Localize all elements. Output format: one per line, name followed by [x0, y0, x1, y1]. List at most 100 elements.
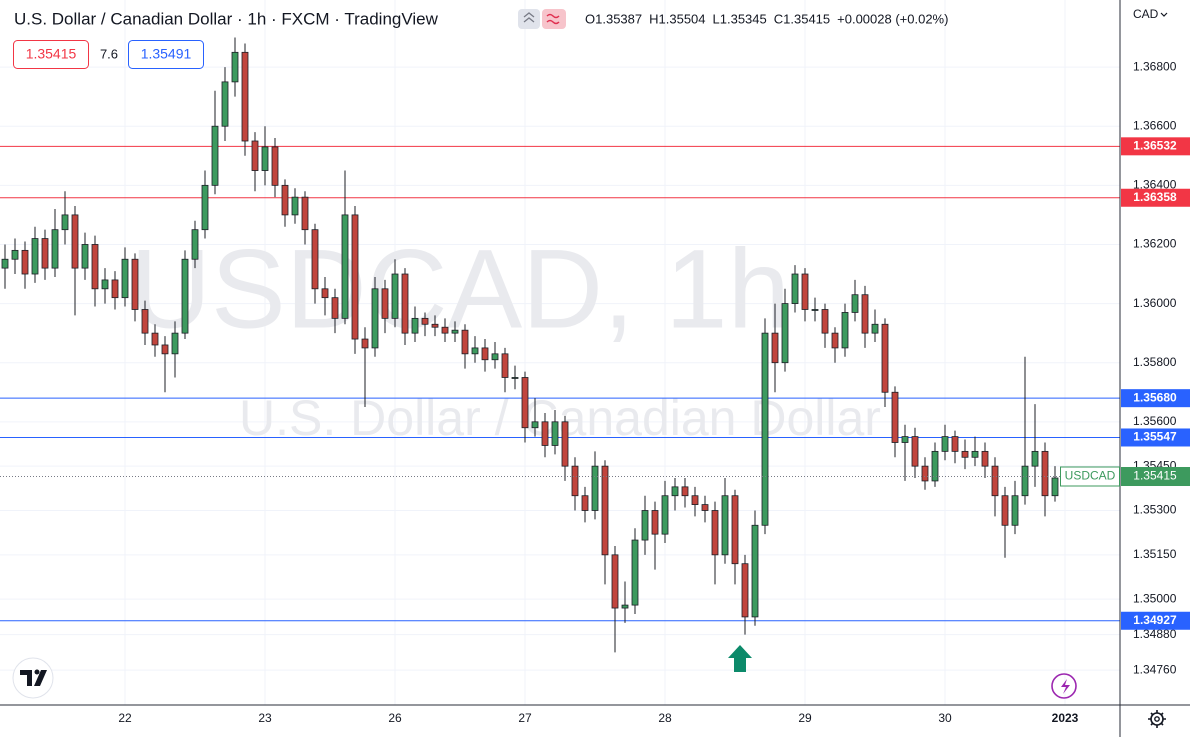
bid-price: 1.35415 [26, 46, 77, 62]
candle-body [641, 510, 649, 541]
candle-body [1, 258, 9, 269]
candle-body [491, 353, 499, 361]
candle-body [181, 258, 189, 334]
candle-body [651, 510, 659, 535]
candle-body [781, 303, 789, 364]
candle-body [951, 436, 959, 452]
candle-body [241, 51, 249, 142]
x-tick-label: 26 [388, 711, 402, 725]
candle-body [631, 539, 639, 606]
ohlc-key: O [585, 11, 595, 26]
logo-circle [12, 657, 54, 699]
candle-body [841, 312, 849, 349]
candle-body [801, 273, 809, 310]
candle-body [971, 450, 979, 458]
y-tick-label: 1.36400 [1133, 178, 1177, 192]
indicator-button[interactable] [542, 9, 566, 29]
candle-body [751, 524, 759, 618]
candle-body [171, 332, 179, 355]
levels-layer [0, 145, 1120, 622]
time-axis-background [0, 705, 1190, 737]
candle-body [671, 486, 679, 497]
candle-body [301, 196, 309, 231]
candle-body [191, 229, 199, 260]
candle-body [271, 146, 279, 186]
candle-body [441, 326, 449, 334]
candle-body [861, 294, 869, 334]
candle-body [881, 323, 889, 393]
candle-body [111, 279, 119, 299]
y-tick-label: 1.36000 [1133, 296, 1177, 310]
last-price-box [1121, 467, 1190, 487]
candle-body [611, 554, 619, 609]
candle-body [21, 249, 29, 275]
candle-body [941, 436, 949, 452]
candle-body [681, 486, 689, 497]
logo-dot [34, 669, 40, 675]
candle-body [161, 344, 169, 355]
collapse-button[interactable] [518, 9, 540, 29]
candle-body [211, 125, 219, 186]
candle-body [81, 244, 89, 269]
candle-body [51, 229, 59, 269]
candle-body [911, 436, 919, 467]
x-tick-label: 2023 [1052, 711, 1079, 725]
level-price-label: 1.36358 [1133, 190, 1177, 204]
currency-label[interactable]: CAD [1133, 7, 1159, 21]
candle-body [451, 329, 459, 334]
candle-body [871, 323, 879, 334]
x-tick-label: 23 [258, 711, 272, 725]
y-tick-label: 1.35150 [1133, 547, 1177, 561]
ohlc-change: +0.00028 (+0.02%) [837, 11, 948, 26]
candle-body [851, 294, 859, 313]
candle-body [661, 495, 669, 535]
symbol-label: USDCAD [1065, 469, 1116, 483]
settings-icon[interactable] [1148, 710, 1166, 728]
candle-body [11, 249, 19, 260]
buy-box[interactable] [128, 40, 204, 69]
x-tick-label: 22 [118, 711, 132, 725]
candle-body [31, 238, 39, 275]
candles-layer [0, 37, 1120, 653]
candle-body [421, 317, 429, 325]
tradingview-logo[interactable] [12, 657, 54, 699]
gear-hub [1154, 716, 1160, 722]
candle-body [771, 332, 779, 364]
events-icon[interactable] [1051, 673, 1077, 699]
ohlc-key: L [713, 11, 720, 26]
y-tick-label: 1.35600 [1133, 414, 1177, 428]
ohlc-value: 1.35504 [659, 11, 706, 26]
candle-body [501, 353, 509, 378]
candle-body [291, 196, 299, 216]
candle-body [601, 465, 609, 556]
candle-body [41, 238, 49, 269]
ohlc-key: H [649, 11, 658, 26]
x-tick-label: 28 [658, 711, 672, 725]
x-tick-label: 29 [798, 711, 812, 725]
candle-body [351, 214, 359, 340]
collapse-icon [523, 12, 535, 23]
level-price-label: 1.34927 [1133, 613, 1177, 627]
y-tick-label: 1.36200 [1133, 237, 1177, 251]
candle-body [791, 273, 799, 304]
candle-body [1051, 477, 1059, 497]
candle-body [151, 332, 159, 346]
candle-body [731, 495, 739, 565]
ohlc-key: C [774, 11, 783, 26]
candle-body [251, 140, 259, 171]
candle-body [571, 465, 579, 497]
grid-layer [0, 0, 1120, 705]
candle-body [701, 504, 709, 511]
labels-layer: 1.36800 1.36600 1.36400 1.36200 1.36000 1.358… [118, 59, 1190, 725]
sell-box[interactable] [13, 40, 89, 69]
x-tick-label: 30 [938, 711, 952, 725]
candle-body [131, 258, 139, 310]
candle-body [1011, 495, 1019, 526]
candle-body [481, 347, 489, 361]
level-price-box [1121, 611, 1190, 630]
y-tick-label: 1.36600 [1133, 118, 1177, 132]
candle-body [1021, 465, 1029, 497]
indicator-icon [546, 13, 560, 25]
